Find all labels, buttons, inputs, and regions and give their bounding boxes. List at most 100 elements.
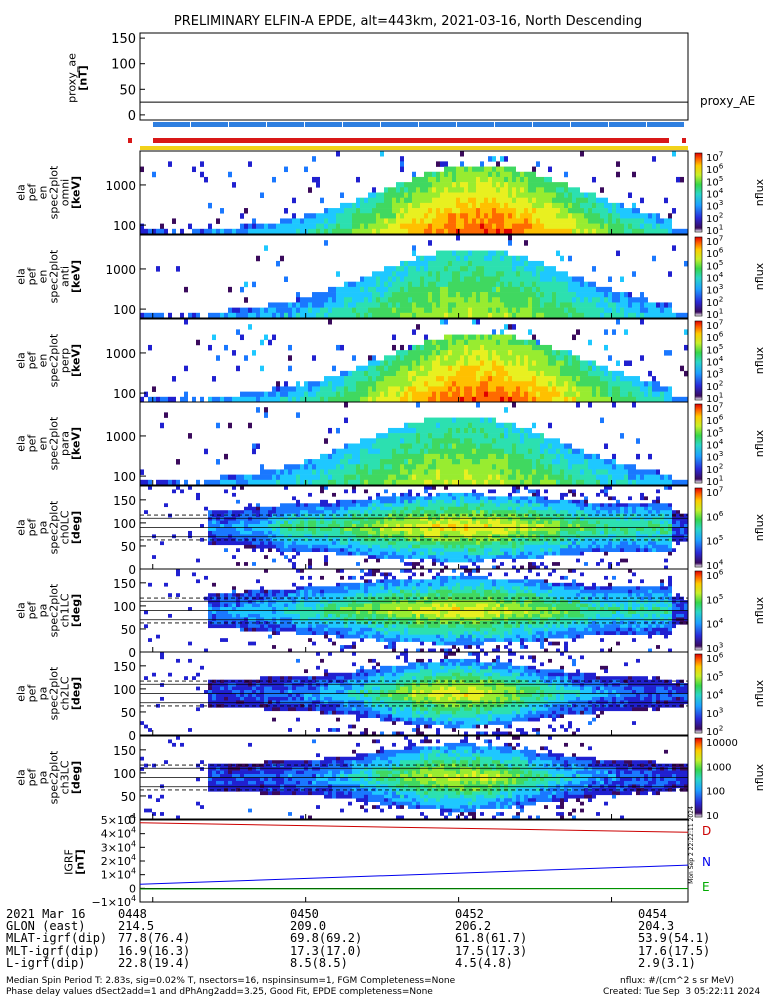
spec-cell: [512, 422, 516, 429]
spec-cell: [504, 350, 508, 356]
spec-cell: [416, 228, 420, 235]
spec-cell: [248, 307, 252, 314]
spec-cell: [632, 381, 636, 387]
spec-cell: [348, 548, 352, 553]
spec-cell: [300, 503, 304, 508]
spec-cell: [492, 208, 496, 214]
spec-cell: [360, 286, 364, 293]
spec-cell: [384, 469, 388, 475]
spec-cell: [508, 474, 512, 481]
spec-cell: [208, 344, 212, 351]
spec-cell: [444, 503, 448, 508]
spec-cell: [568, 479, 572, 486]
spec-cell: [328, 386, 332, 392]
spec-cell: [516, 355, 520, 361]
spec-cell: [408, 433, 412, 439]
spec-cell: [288, 541, 292, 546]
spec-cell: [208, 479, 212, 486]
spec-cell: [596, 197, 600, 204]
spec-cell: [364, 527, 368, 532]
spec-cell: [640, 302, 644, 308]
spec-cell: [492, 250, 496, 257]
spec-cell: [440, 464, 444, 470]
spec-cell: [300, 517, 304, 521]
status-bar-gap: [418, 122, 419, 127]
spec-cell: [328, 213, 332, 219]
spec-cell: [612, 213, 616, 219]
spec-cell: [452, 381, 456, 387]
spec-cell: [652, 391, 656, 398]
spec-cell: [472, 417, 476, 424]
spec-cell: [532, 479, 536, 486]
spec-cell: [588, 402, 592, 408]
spec-cell: [408, 443, 412, 449]
spec-cell: [384, 286, 388, 293]
spec-cell: [684, 370, 688, 377]
spec-cell: [400, 312, 404, 319]
spec-cell: [440, 417, 444, 424]
colorbar-tick: 101: [706, 307, 723, 322]
spec-cell: [492, 329, 496, 335]
spec-cell: [324, 391, 328, 398]
ylabel-line: [keV]: [70, 260, 83, 293]
spec-cell: [232, 474, 236, 481]
spec-cell: [344, 376, 348, 382]
spec-cell: [508, 260, 512, 267]
spec-cell: [380, 386, 384, 392]
spec-cell: [456, 182, 460, 188]
spec-cell: [500, 339, 504, 346]
spec-cell: [464, 474, 468, 481]
spec-cell: [560, 391, 564, 398]
spec-cell: [668, 386, 672, 392]
spec-cell: [448, 541, 452, 546]
spec-cell: [448, 197, 452, 204]
spec-cell: [340, 524, 344, 528]
spec-cell: [364, 474, 368, 481]
spec-cell: [488, 438, 492, 444]
spec-cell: [352, 297, 356, 303]
spec-cell: [420, 286, 424, 293]
spec-cell: [620, 370, 624, 377]
spec-cell: [512, 448, 516, 455]
spec-cell: [428, 276, 432, 282]
spec-cell: [304, 302, 308, 308]
spec-cell: [616, 250, 620, 257]
spec-cell: [416, 527, 420, 532]
spec-cell: [404, 396, 408, 403]
ylabel-line: [nT]: [77, 65, 90, 90]
spec-cell: [524, 176, 528, 183]
spec-cell: [452, 166, 456, 173]
spec-cell: [396, 302, 400, 308]
spec-cell: [332, 513, 336, 518]
spec-cell: [668, 312, 672, 319]
spec-cell: [492, 417, 496, 424]
spec-cell: [272, 510, 276, 514]
spec-cell: [272, 469, 276, 475]
spec-cell: [244, 391, 248, 398]
spec-cell: [216, 459, 220, 465]
spec-cell: [396, 537, 400, 542]
spec-cell: [444, 176, 448, 183]
spec-cell: [440, 223, 444, 230]
spec-cell: [588, 197, 592, 204]
spec-cell: [364, 510, 368, 514]
spec-cell: [308, 503, 312, 508]
spec-cell: [400, 492, 404, 497]
spec-cell: [292, 213, 296, 219]
spec-cell: [436, 312, 440, 319]
spec-cell: [436, 386, 440, 392]
spec-cell: [468, 433, 472, 439]
spec-cell: [304, 544, 308, 549]
spec-cell: [496, 479, 500, 486]
spec-cell: [392, 208, 396, 214]
spec-cell: [576, 464, 580, 470]
spec-cell: [324, 544, 328, 549]
spec-cell: [428, 171, 432, 178]
spec-cell: [340, 453, 344, 460]
spec-cell: [400, 499, 404, 504]
spec-cell: [516, 381, 520, 387]
spec-cell: [648, 223, 652, 230]
spec-cell: [668, 391, 672, 398]
spec-cell: [612, 469, 616, 475]
spec-cell: [588, 307, 592, 314]
